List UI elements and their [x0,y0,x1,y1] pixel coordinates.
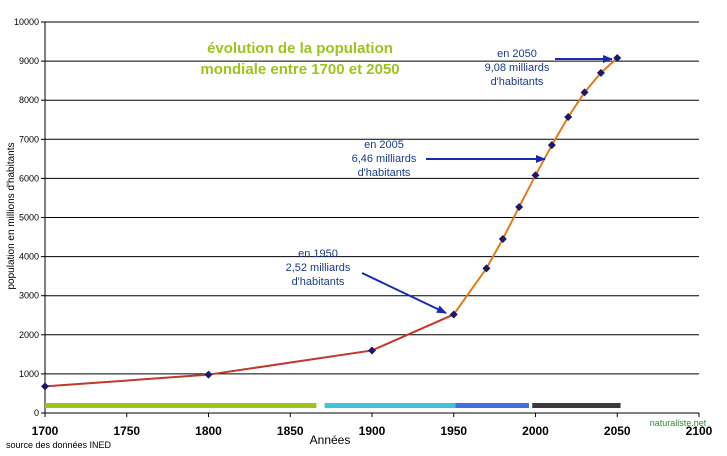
data-point [531,171,540,180]
x-tick-label: 1850 [277,424,304,438]
annotation-text: d'habitants [358,167,411,179]
x-tick-label: 2000 [522,424,549,438]
y-tick-label: 4000 [19,252,39,262]
annotation-text: 9,08 milliards [485,62,550,74]
data-point [564,113,573,122]
annotation-text: 2,52 milliards [286,262,351,274]
annotation-arrow [361,272,447,314]
source-note: source des données INED [6,440,112,450]
x-tick-label: 2100 [686,424,713,438]
x-tick-label: 1800 [195,424,222,438]
x-tick-label: 2050 [604,424,631,438]
gridlines [45,21,699,375]
y-axis-label: population en millions d'habitants [6,142,17,289]
period-bar [45,403,317,408]
y-tick-label: 8000 [19,95,39,105]
y-tick-label: 9000 [19,56,39,66]
period-bars [45,403,621,408]
y-tick-label: 2000 [19,330,39,340]
axes [41,21,700,417]
watermark: naturaliste.net [650,418,707,428]
x-tick-label: 1750 [113,424,140,438]
y-tick-label: 3000 [19,291,39,301]
annotation-text: en 1950 [298,248,338,260]
data-point [204,370,213,379]
data-points [41,53,622,391]
series-line [44,313,455,388]
data-point [547,141,556,150]
data-point [482,264,491,273]
annotation-text: 6,46 milliards [352,153,417,165]
data-point [498,235,507,244]
annotations: en 1950 2,52 milliards d'habitants en 2005 6… [286,48,550,288]
data-point [449,310,458,319]
data-point [368,346,376,355]
y-tick-label: 7000 [19,134,39,144]
x-tick-labels: 1700 1750 1800 1850 1900 1950 2000 2050 2100 [32,424,713,438]
y-tick-label: 5000 [19,213,39,223]
period-bar [324,403,456,408]
annotation-text: d'habitants [491,76,544,88]
y-tick-label: 10000 [14,17,39,27]
y-tick-labels: 0 1000 2000 3000 4000 5000 6000 7000 8000 9000 100… [14,17,39,418]
data-point [596,68,605,77]
data-point [580,88,589,97]
annotation-arrows [361,55,613,314]
period-bar [455,403,529,408]
data-point [515,202,524,211]
annotation-text: en 2050 [497,48,537,60]
period-bar [532,403,621,408]
x-axis-label: Années [310,433,351,447]
y-tick-label: 6000 [19,173,39,183]
series-lines [44,57,618,388]
data-point [41,382,49,391]
series-line [452,57,618,316]
data-point [613,53,622,62]
x-tick-label: 1900 [359,424,386,438]
y-tick-label: 1000 [19,369,39,379]
x-tick-label: 1950 [440,424,467,438]
chart-title-line-2: mondiale entre 1700 et 2050 [200,61,399,78]
annotation-text: d'habitants [292,276,345,288]
x-tick-label: 1700 [32,424,59,438]
annotation-text: en 2005 [364,139,404,151]
y-tick-label: 0 [34,408,39,418]
chart-title-line-1: évolution de la population [207,40,393,57]
